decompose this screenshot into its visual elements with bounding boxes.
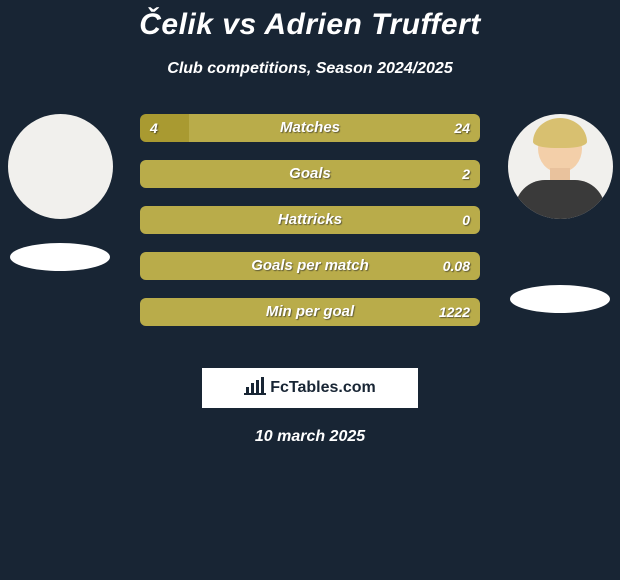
- bar-label: Matches: [140, 114, 480, 142]
- bar-label: Goals: [140, 160, 480, 188]
- bar-label: Min per goal: [140, 298, 480, 326]
- bar-left-value: 4: [150, 114, 158, 142]
- stat-bar: Goals2: [140, 160, 480, 188]
- attribution-label: FcTables.com: [270, 379, 376, 397]
- bar-label: Goals per match: [140, 252, 480, 280]
- stat-bar: Goals per match0.08: [140, 252, 480, 280]
- stat-bar: Min per goal1222: [140, 298, 480, 326]
- person-icon: [515, 120, 605, 219]
- bar-right-value: 0: [462, 206, 470, 234]
- stat-bar: Matches4 24: [140, 114, 480, 142]
- page-title: Čelik vs Adrien Truffert: [0, 8, 620, 42]
- player-left-column: [0, 114, 120, 271]
- player-right-column: [500, 114, 620, 313]
- bar-chart-icon: [244, 377, 266, 400]
- player-right-avatar: [508, 114, 613, 219]
- bar-right-value: 1222: [439, 298, 470, 326]
- date-text: 10 march 2025: [0, 428, 620, 446]
- attribution-badge: FcTables.com: [202, 368, 418, 408]
- bar-right-value: 24: [454, 114, 470, 142]
- bar-right-value: 2: [462, 160, 470, 188]
- player-left-avatar: [8, 114, 113, 219]
- player-left-club-badge: [10, 243, 110, 271]
- player-right-club-badge: [510, 285, 610, 313]
- comparison-card: Čelik vs Adrien Truffert Club competitio…: [0, 0, 620, 446]
- bar-right-value: 0.08: [443, 252, 470, 280]
- stats-area: Matches4 24 Goals2 Hattricks0 Goals per matc…: [0, 114, 620, 344]
- stat-bars: Matches4 24 Goals2 Hattricks0 Goals per matc…: [140, 114, 480, 326]
- bar-label: Hattricks: [140, 206, 480, 234]
- stat-bar: Hattricks0: [140, 206, 480, 234]
- subtitle: Club competitions, Season 2024/2025: [0, 60, 620, 78]
